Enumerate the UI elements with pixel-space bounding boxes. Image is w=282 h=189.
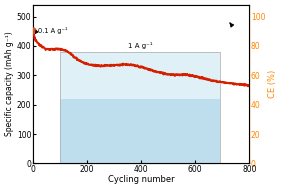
Text: 0.1 A g⁻¹: 0.1 A g⁻¹ xyxy=(38,27,67,34)
Point xyxy=(30,28,35,31)
Point xyxy=(30,30,35,33)
Y-axis label: Specific capacity (mAh g⁻¹): Specific capacity (mAh g⁻¹) xyxy=(5,32,14,136)
X-axis label: Cycling number: Cycling number xyxy=(108,175,174,184)
Y-axis label: CE (%): CE (%) xyxy=(268,70,277,98)
Bar xyxy=(60,52,220,99)
Bar xyxy=(60,99,220,163)
Text: 1 A g⁻¹: 1 A g⁻¹ xyxy=(127,43,152,50)
Bar xyxy=(60,52,220,163)
